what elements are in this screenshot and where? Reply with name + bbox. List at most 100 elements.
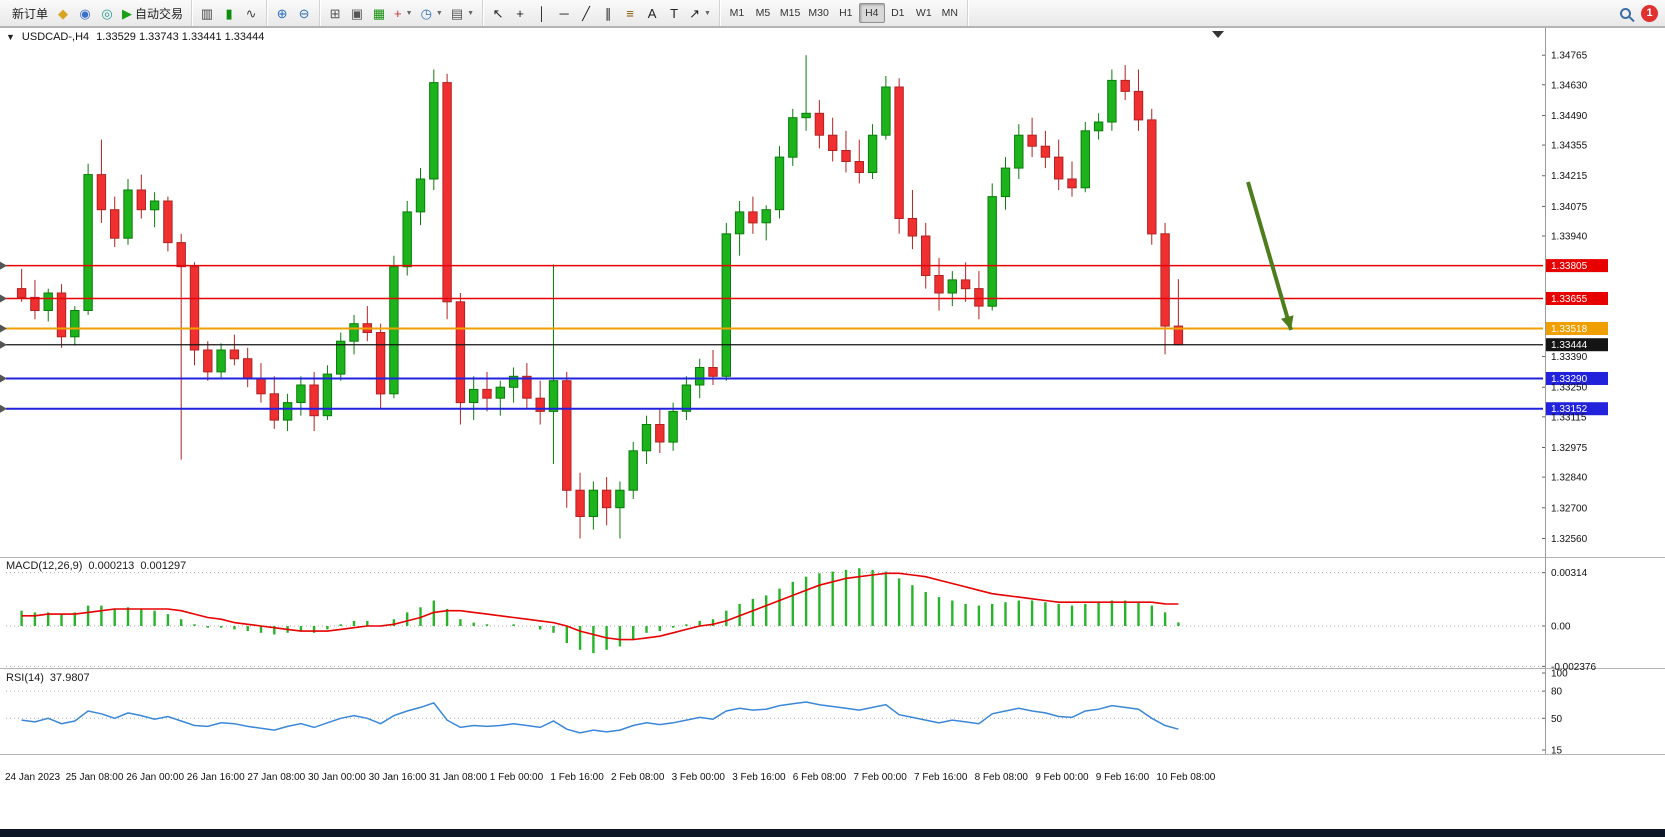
- annotation-arrow[interactable]: [1246, 181, 1294, 331]
- candle: [828, 117, 838, 162]
- candlestick-chart-icon: ▮: [225, 5, 233, 21]
- candle: [43, 288, 53, 322]
- svg-text:25 Jan 08:00: 25 Jan 08:00: [66, 772, 124, 783]
- trendline-icon: ╱: [582, 5, 590, 21]
- svg-text:1.32560: 1.32560: [1551, 534, 1588, 545]
- chart-symbol-icon[interactable]: ◆: [52, 2, 74, 24]
- candle: [708, 350, 718, 385]
- fibonacci-icon[interactable]: ≡: [619, 2, 641, 24]
- grid-icon: ▦: [372, 5, 386, 21]
- svg-text:1.33444: 1.33444: [1551, 340, 1588, 351]
- new-chart-icon[interactable]: + ▼: [390, 2, 417, 24]
- svg-text:1.33290: 1.33290: [1551, 374, 1588, 385]
- candle: [163, 196, 173, 252]
- cascade-windows-icon[interactable]: ▣: [346, 2, 368, 24]
- horizontal-line-icon: ─: [559, 5, 569, 21]
- line-chart-icon[interactable]: ∿: [240, 2, 262, 24]
- candle: [721, 222, 731, 381]
- chart-menu-icon[interactable]: ▼: [6, 32, 15, 42]
- svg-text:3 Feb 16:00: 3 Feb 16:00: [732, 772, 786, 783]
- crosshair-icon[interactable]: +: [509, 2, 531, 24]
- new-order-button[interactable]: 新订单: [8, 2, 52, 24]
- text-icon[interactable]: A: [641, 2, 663, 24]
- zoom-in-icon[interactable]: ⊕: [271, 2, 293, 24]
- timeframe-m30[interactable]: M30: [808, 7, 829, 19]
- horizontal-line-icon[interactable]: ─: [553, 2, 575, 24]
- svg-text:0.00314: 0.00314: [1551, 568, 1588, 579]
- macd-panel: 0.00314 0.00 -0.002376: [6, 568, 1596, 673]
- period-icon[interactable]: ◷ ▼: [417, 2, 447, 24]
- symbol-period-label: USDCAD-,H4: [21, 31, 90, 43]
- arrows-icon[interactable]: ↗ ▼: [685, 2, 715, 24]
- svg-text:1.33152: 1.33152: [1551, 404, 1588, 415]
- candle: [110, 196, 120, 247]
- svg-text:1.34630: 1.34630: [1551, 80, 1588, 91]
- timeframe-d1[interactable]: D1: [891, 7, 905, 19]
- candle: [243, 347, 253, 388]
- tile-windows-icon[interactable]: ⊞: [324, 2, 346, 24]
- cursor-icon[interactable]: ↖: [487, 2, 509, 24]
- price-badge: 1.33805: [1546, 259, 1608, 273]
- market-watch-icon[interactable]: ◉: [74, 2, 96, 24]
- candle: [508, 367, 519, 403]
- svg-text:1.34075: 1.34075: [1551, 202, 1588, 213]
- notification-badge[interactable]: 1: [1641, 4, 1658, 22]
- candle: [362, 306, 373, 342]
- candle: [960, 262, 971, 302]
- svg-text:80: 80: [1551, 687, 1563, 698]
- candle: [136, 174, 147, 219]
- templates-icon[interactable]: ▤ ▼: [447, 2, 478, 24]
- svg-text:27 Jan 08:00: 27 Jan 08:00: [247, 772, 305, 783]
- svg-text:100: 100: [1551, 669, 1568, 680]
- candle: [415, 168, 426, 226]
- timeframe-mn[interactable]: MN: [941, 7, 958, 19]
- trendline-icon[interactable]: ╱: [575, 2, 597, 24]
- candle: [123, 179, 133, 245]
- svg-text:-0.002376: -0.002376: [1551, 662, 1596, 673]
- text-icon: A: [647, 5, 657, 21]
- candle: [1000, 157, 1011, 210]
- zoom-out-icon[interactable]: ⊖: [293, 2, 315, 24]
- candle: [562, 371, 572, 508]
- candle: [535, 380, 545, 425]
- candle: [1080, 122, 1090, 193]
- timeframe-w1[interactable]: W1: [915, 7, 932, 19]
- candlestick-chart-icon[interactable]: ▮: [218, 2, 240, 24]
- channel-icon[interactable]: ∥: [597, 2, 619, 24]
- toolbar-groups: 新订单 ◆ ◉ ◎ ▶ 自动交易 ▥ ▮ ∿ ⊕ ⊖ ⊞ ▣ ▦ + ▼ ◷ ▼ ▤ ▼ ↖ + │ ─ ╱ ∥ ≡ A T ↗ ▼ M1 M5…: [4, 0, 968, 26]
- chart-type-group: ▥ ▮ ∿: [192, 0, 268, 26]
- rsi-value: 37.9807: [49, 672, 90, 684]
- grid-icon[interactable]: ▦: [368, 2, 390, 24]
- candle: [774, 146, 785, 219]
- toolbar-right: 1: [1620, 4, 1661, 22]
- candle: [269, 376, 280, 429]
- chart-shift-marker[interactable]: [1212, 31, 1224, 38]
- candle: [442, 73, 452, 320]
- timeframe-m15[interactable]: M15: [779, 7, 801, 19]
- svg-text:1 Feb 16:00: 1 Feb 16:00: [550, 772, 604, 783]
- text-label-icon[interactable]: T: [663, 2, 685, 24]
- auto-trading-button[interactable]: ▶ 自动交易: [118, 2, 187, 24]
- candle: [947, 271, 957, 307]
- bar-chart-icon[interactable]: ▥: [196, 2, 218, 24]
- zoom-in-icon: ⊕: [276, 5, 288, 21]
- candle: [867, 124, 878, 179]
- macd-main-value: 0.000213: [88, 560, 135, 572]
- svg-text:1.33655: 1.33655: [1551, 294, 1588, 305]
- rsi-name: RSI(14): [6, 672, 44, 684]
- macd-signal-line: [21, 572, 1179, 641]
- line-edge-marker: [0, 294, 7, 303]
- timeframe-m5[interactable]: M5: [755, 7, 771, 19]
- web-terminal-icon[interactable]: ◎: [96, 2, 118, 24]
- rsi-panel: 100 80 50 15: [6, 669, 1568, 757]
- timeframe-h1[interactable]: H1: [839, 7, 853, 19]
- zoom-group: ⊕ ⊖: [267, 0, 321, 26]
- timeframe-m1[interactable]: M1: [729, 7, 745, 19]
- vertical-line-icon[interactable]: │: [531, 2, 553, 24]
- search-icon[interactable]: [1620, 7, 1631, 19]
- timeframe-h4[interactable]: H4: [858, 3, 885, 23]
- candle: [1147, 108, 1157, 245]
- candle: [588, 481, 599, 530]
